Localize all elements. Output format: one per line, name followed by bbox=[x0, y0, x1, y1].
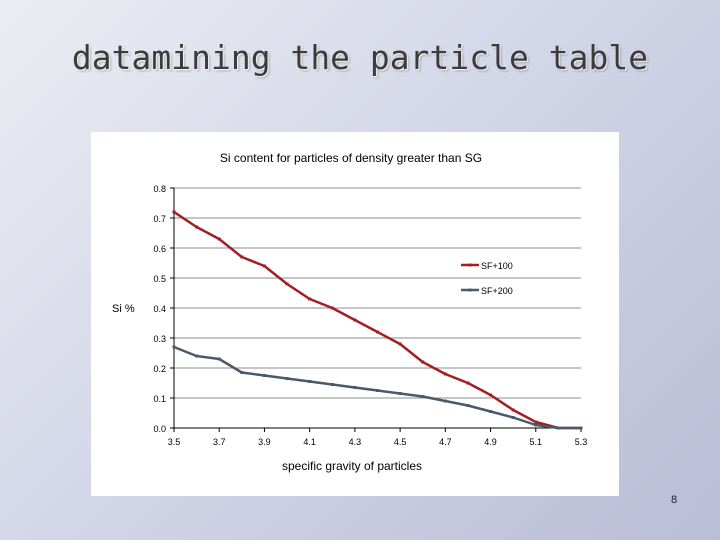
data-point bbox=[376, 330, 379, 334]
x-tick-label: 4.9 bbox=[484, 437, 497, 447]
x-tick-label: 4.1 bbox=[303, 437, 316, 447]
y-tick-label: 0.2 bbox=[153, 364, 166, 374]
x-tick-label: 5.1 bbox=[530, 437, 543, 447]
data-point bbox=[466, 404, 470, 407]
y-tick-label: 0.6 bbox=[153, 244, 166, 254]
data-point bbox=[511, 408, 515, 412]
data-point bbox=[556, 426, 560, 430]
x-tick-label: 3.7 bbox=[213, 437, 226, 447]
data-point bbox=[421, 360, 425, 364]
series-line-SF+200 bbox=[173, 345, 581, 430]
data-point bbox=[195, 225, 199, 229]
y-tick-label: 0.0 bbox=[153, 424, 166, 434]
data-point bbox=[330, 306, 334, 310]
data-point bbox=[330, 383, 334, 386]
x-axis-label: specific gravity of particles bbox=[282, 459, 422, 473]
x-tick-label: 4.3 bbox=[349, 437, 362, 447]
data-point bbox=[217, 357, 221, 361]
y-tick-label: 0.1 bbox=[153, 394, 166, 404]
data-point bbox=[262, 374, 266, 377]
data-point bbox=[376, 389, 379, 392]
chart-panel: Si content for particles of density grea… bbox=[91, 132, 619, 496]
data-point bbox=[217, 237, 221, 241]
x-tick-label: 4.7 bbox=[439, 437, 452, 447]
x-tick-label: 5.3 bbox=[575, 437, 588, 447]
y-tick-label: 0.4 bbox=[153, 304, 166, 314]
series-line-SF+100 bbox=[173, 210, 581, 430]
legend-label: SF+100 bbox=[481, 261, 513, 271]
data-point bbox=[443, 399, 447, 403]
x-tick-label: 4.5 bbox=[394, 437, 407, 447]
chart-title: Si content for particles of density grea… bbox=[220, 151, 482, 165]
data-point bbox=[511, 416, 515, 419]
legend-label: SF+200 bbox=[481, 286, 513, 296]
data-point bbox=[285, 377, 289, 380]
legend-marker bbox=[468, 288, 472, 292]
data-point bbox=[262, 264, 266, 268]
data-point bbox=[172, 210, 176, 214]
data-point bbox=[172, 345, 176, 349]
y-axis-label: Si % bbox=[112, 303, 135, 315]
data-point bbox=[534, 420, 538, 424]
data-point bbox=[398, 342, 402, 346]
y-tick-label: 0.8 bbox=[153, 184, 166, 194]
data-point bbox=[308, 380, 312, 383]
line-chart: Si content for particles of density grea… bbox=[112, 151, 587, 473]
data-point bbox=[285, 282, 289, 286]
data-point bbox=[489, 410, 493, 413]
legend: SF+100 SF+200 bbox=[461, 261, 513, 296]
legend-marker bbox=[468, 263, 472, 267]
data-point bbox=[240, 255, 244, 259]
data-point bbox=[489, 393, 493, 397]
data-point bbox=[308, 297, 312, 301]
data-point bbox=[421, 395, 425, 398]
data-point bbox=[443, 372, 447, 376]
data-point bbox=[195, 354, 199, 358]
gridlines bbox=[174, 187, 581, 399]
series-lines bbox=[172, 210, 583, 430]
y-tick-label: 0.5 bbox=[153, 274, 166, 284]
data-point bbox=[353, 318, 357, 322]
axes: 0.0 0.1 0.2 0.3 0.4 0.5 0.6 0.7 0.8 3.5 3.7 3.9 4.1 4… bbox=[153, 184, 587, 447]
data-point bbox=[579, 426, 583, 430]
x-tick-label: 3.9 bbox=[258, 437, 271, 447]
page-number: 8 bbox=[670, 494, 678, 506]
x-tick-label: 3.5 bbox=[168, 437, 181, 447]
data-point bbox=[240, 371, 244, 374]
data-point bbox=[466, 381, 470, 385]
data-point bbox=[353, 386, 357, 389]
y-tick-label: 0.7 bbox=[153, 214, 166, 224]
y-tick-label: 0.3 bbox=[153, 334, 166, 344]
data-point bbox=[398, 392, 402, 395]
slide-title: datamining the particle table bbox=[71, 38, 649, 77]
data-point bbox=[534, 423, 538, 427]
